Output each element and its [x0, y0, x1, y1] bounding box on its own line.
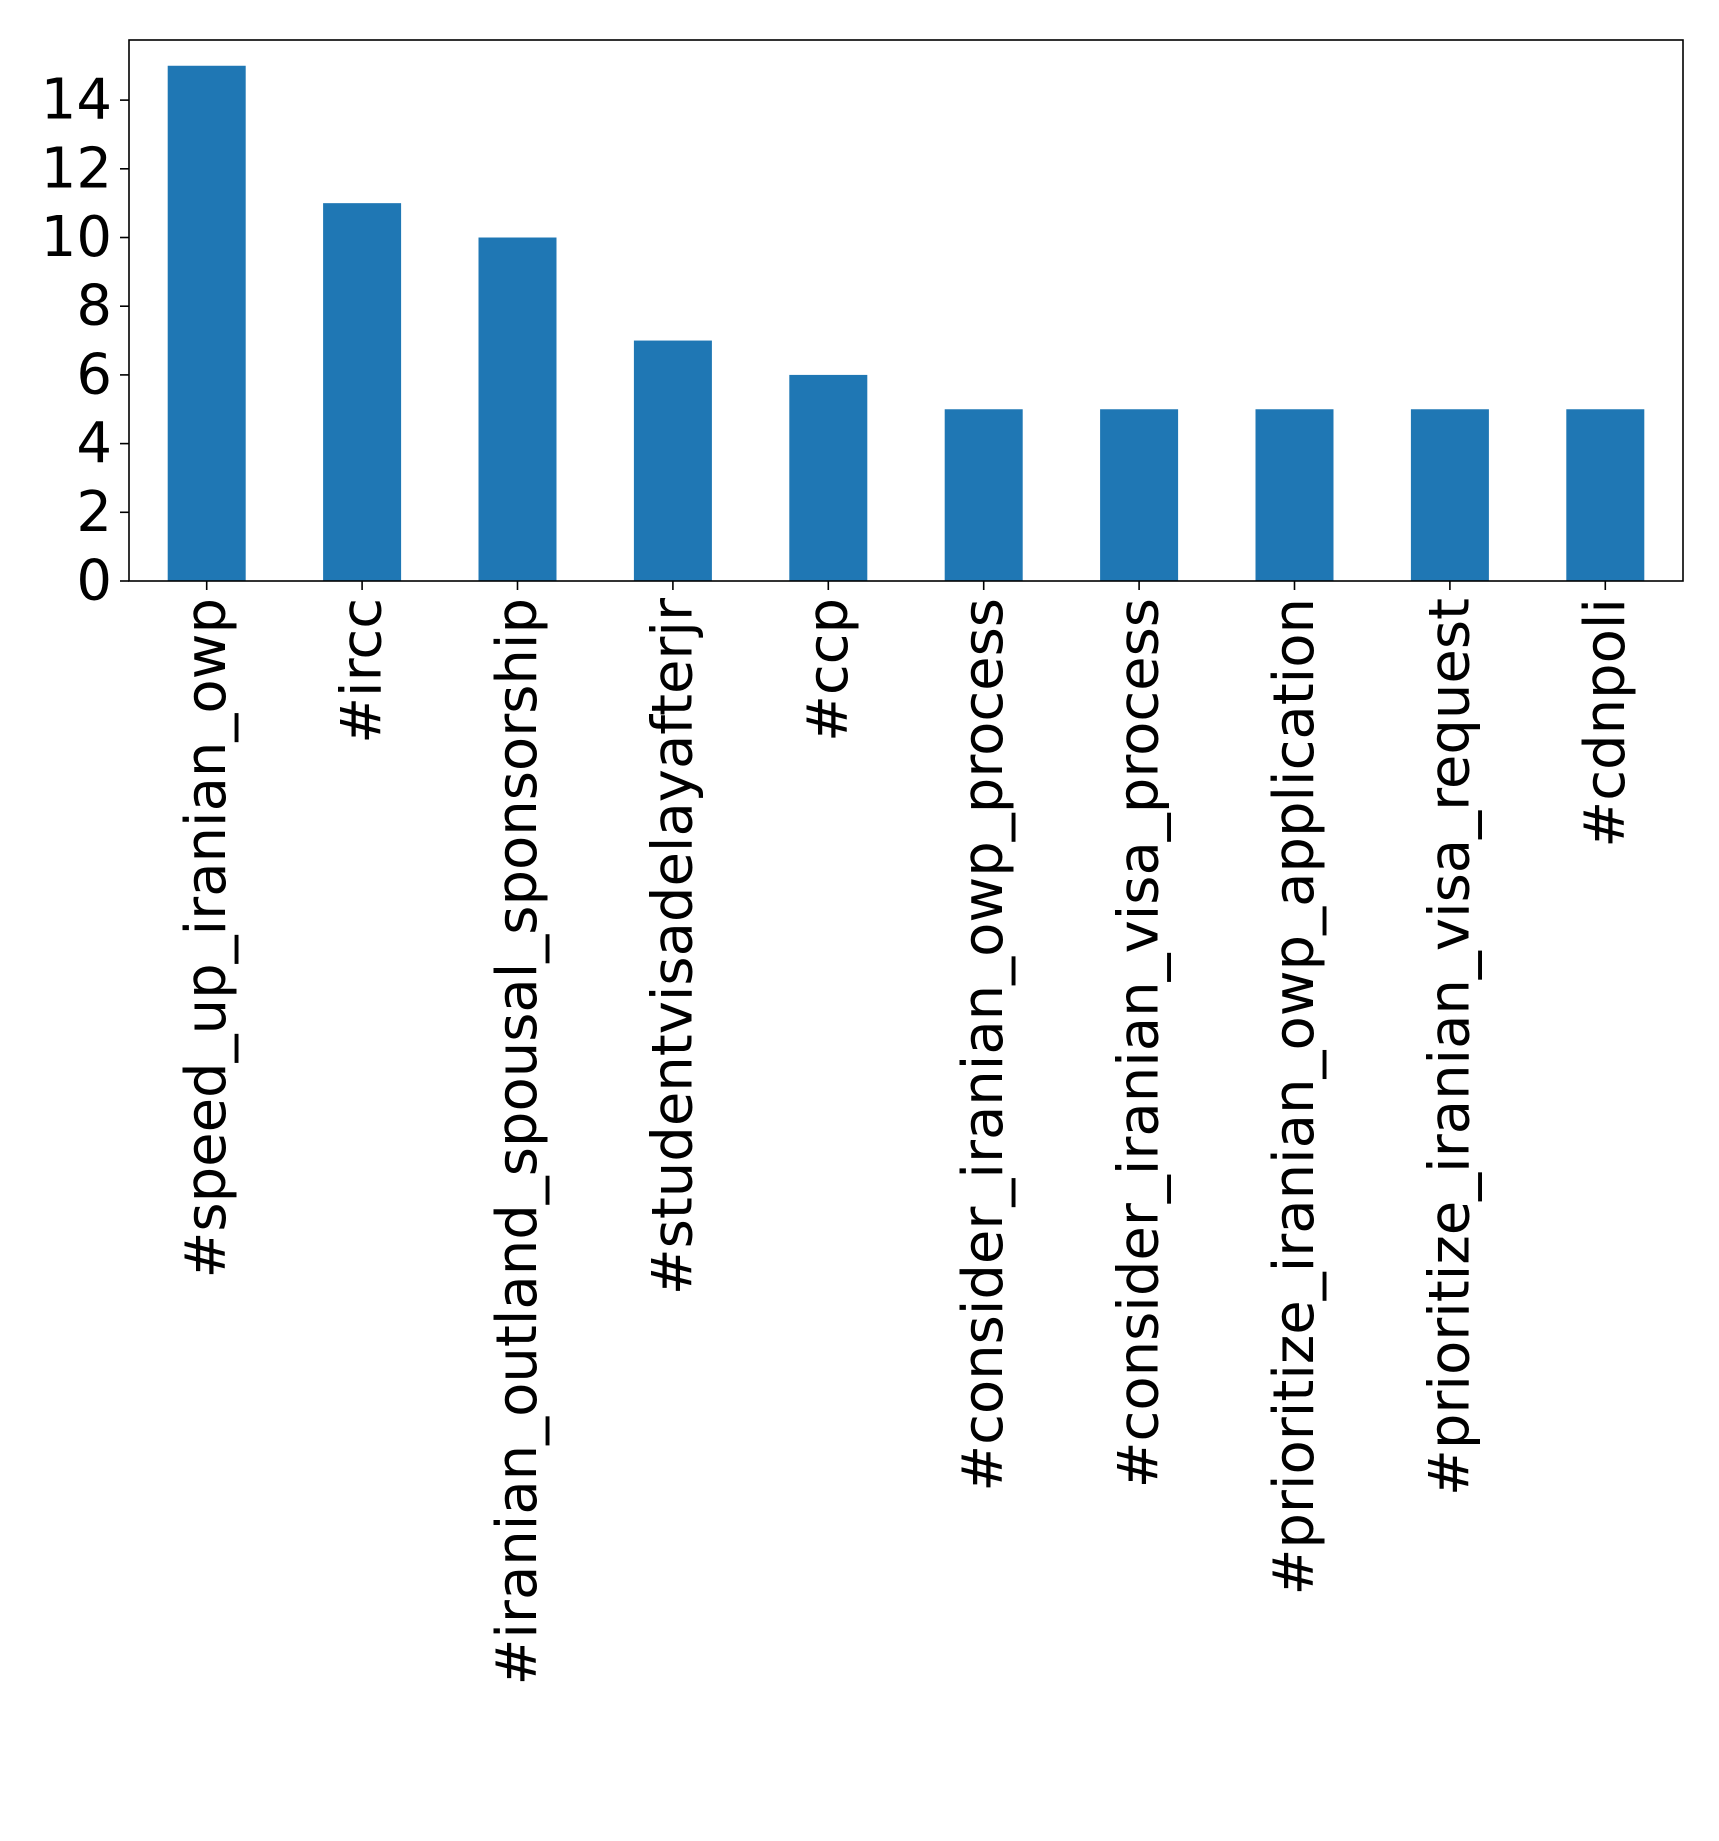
x-tick-label: #prioritize_iranian_visa_request: [1417, 598, 1482, 1496]
bar: [633, 340, 712, 581]
y-tick-label: 4: [76, 411, 112, 476]
y-tick-label: 12: [41, 136, 112, 201]
x-axis: #speed_up_iranian_owp #ircc #iranian_outla…: [174, 581, 1638, 1686]
x-tick-label: #prioritize_iranian_owp_application: [1262, 598, 1327, 1596]
bar: [323, 203, 402, 581]
bar: [944, 409, 1023, 581]
x-tick-label: #cdnpoli: [1573, 598, 1638, 848]
x-tick-label: #ircc: [330, 598, 395, 744]
x-tick-label: #ccp: [796, 598, 861, 742]
bar: [1255, 409, 1334, 581]
x-tick-label: #studentvisadelayafterjr: [640, 597, 705, 1295]
y-tick-label: 0: [76, 549, 112, 614]
x-tick-label: #consider_iranian_owp_process: [951, 598, 1016, 1492]
x-tick-label: #consider_iranian_visa_process: [1107, 598, 1172, 1488]
bar: [1410, 409, 1489, 581]
y-tick-label: 10: [41, 205, 112, 270]
y-tick-label: 6: [76, 342, 112, 407]
x-tick-label: #iranian_outland_spousal_sponsorship: [485, 598, 550, 1686]
bar: [167, 65, 246, 581]
plot-frame: [128, 39, 1684, 582]
bar: [789, 374, 868, 581]
bar: [1566, 409, 1645, 581]
bar: [478, 237, 557, 581]
bars-group: [167, 65, 1645, 581]
y-tick-label: 14: [41, 68, 112, 133]
y-tick-label: 8: [76, 274, 112, 339]
bar: [1100, 409, 1179, 581]
x-tick-label: #speed_up_iranian_owp: [174, 598, 239, 1279]
y-tick-label: 2: [76, 480, 112, 545]
